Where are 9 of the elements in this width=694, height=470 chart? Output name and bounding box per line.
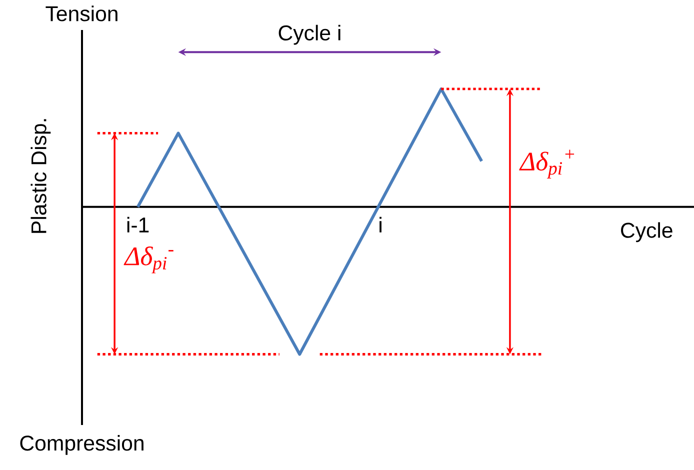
text: Tension	[46, 6, 118, 22]
x-tick-label: i-1	[127, 216, 149, 232]
text: Cycle i	[278, 24, 340, 45]
x-axis-title: Cycle	[621, 222, 672, 242]
x-tick-label: i	[380, 216, 382, 232]
text: Compression	[20, 435, 144, 455]
annotation: Δδ$_{pi}$+	[519, 150, 574, 178]
y-axis-title: Plastic Disp.	[30, 119, 51, 233]
annotation: Δδ$_{pi}$-	[124, 246, 174, 274]
